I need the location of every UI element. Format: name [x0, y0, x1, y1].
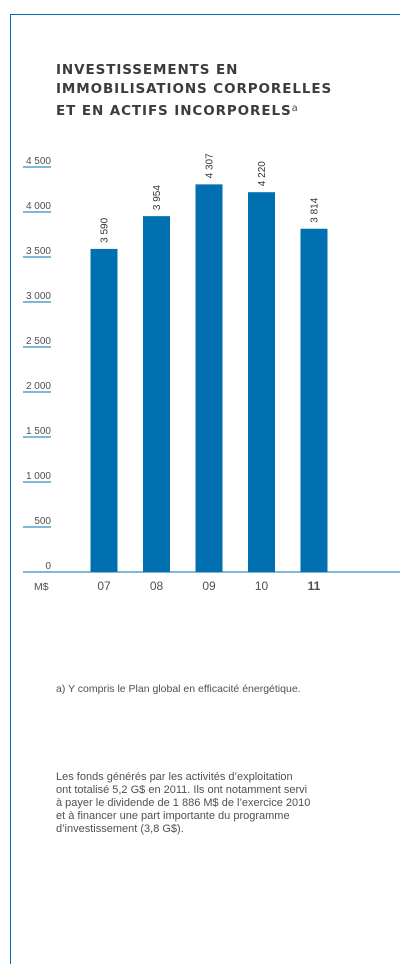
y-tick-label: 4 500: [26, 156, 51, 167]
chart-title-line-2: IMMOBILISATIONS CORPORELLES: [56, 81, 333, 97]
body-line-1: Les fonds générés par les activités d’ex…: [56, 771, 293, 783]
bar-data-label: 4 307: [205, 153, 216, 178]
y-tick-label: 0: [45, 561, 51, 572]
frame-top-rule: [10, 14, 400, 15]
footnote: a) Y compris le Plan global en efficacit…: [56, 683, 301, 695]
bar-data-label: 3 590: [100, 217, 111, 242]
body-line-3: à payer le dividende de 1 886 M$ de l’ex…: [56, 797, 311, 809]
chart-title: INVESTISSEMENTS EN IMMOBILISATIONS CORPO…: [56, 61, 386, 121]
bar-chart: 0 500 1 000 1 500 2 000 2 500 3 000 3 500 4 000 4…: [23, 153, 400, 593]
body-line-2: ont totalisé 5,2 G$ en 2011. Ils ont not…: [56, 784, 308, 796]
bar: [300, 228, 328, 572]
bar-data-label: 3 814: [310, 197, 321, 222]
x-category-label: 08: [150, 579, 164, 593]
bar-data-label: 3 954: [152, 185, 163, 210]
y-tick-label: 1 500: [26, 426, 51, 437]
chart-title-line-3: ET EN ACTIFS INCORPORELSa: [56, 99, 386, 121]
x-category-label: 07: [97, 579, 111, 593]
body-paragraph: Les fonds générés par les activités d’ex…: [56, 771, 400, 836]
bar: [248, 192, 275, 572]
bar: [143, 216, 170, 572]
x-category-label: 10: [255, 579, 269, 593]
bar-data-label: 4 220: [257, 161, 268, 186]
bar: [90, 248, 118, 572]
body-line-4: et à financer une part importante du pro…: [56, 810, 290, 822]
y-tick-label: 500: [34, 516, 51, 527]
body-line-5: d’investissement (3,8 G$).: [56, 823, 184, 835]
y-tick-label: 1 000: [26, 471, 51, 482]
x-category-label: 11: [308, 579, 321, 593]
y-tick-label: 2 000: [26, 381, 51, 392]
y-tick-label: 3 500: [26, 246, 51, 257]
y-tick-label: 4 000: [26, 201, 51, 212]
x-category-label: 09: [202, 579, 216, 593]
frame-left-rule: [10, 14, 11, 964]
chart-title-line-1: INVESTISSEMENTS EN: [56, 62, 239, 78]
y-tick-label: 2 500: [26, 336, 51, 347]
chart-title-line-3-text: ET EN ACTIFS INCORPORELS: [56, 103, 292, 119]
y-tick-label: 3 000: [26, 291, 51, 302]
bar: [195, 184, 223, 572]
footnote-marker: a: [291, 103, 298, 114]
y-unit-label: M$: [34, 581, 49, 593]
